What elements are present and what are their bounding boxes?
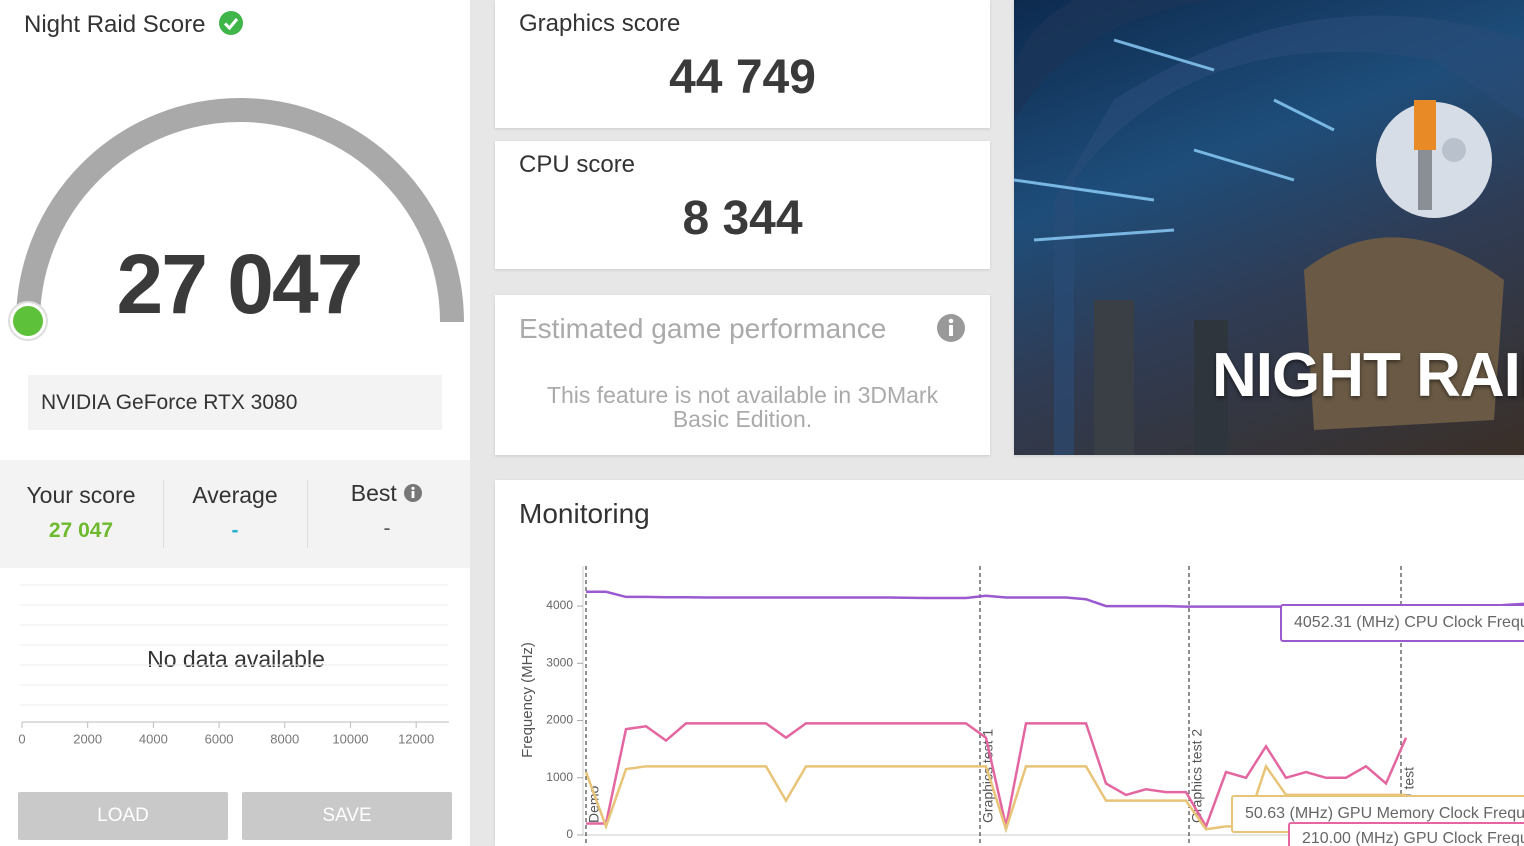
marker-label: Graphics test 1 bbox=[980, 729, 996, 823]
series-line bbox=[584, 763, 1406, 834]
tooltip: 210.00 (MHz) GPU Clock Frequency bbox=[1288, 822, 1524, 846]
stat-best: Best - bbox=[312, 480, 462, 541]
score-panel: Night Raid Score 27 047 NVIDIA GeForce R… bbox=[0, 0, 470, 846]
total-score: 27 047 bbox=[116, 237, 364, 331]
banner-art bbox=[1014, 0, 1524, 455]
banner-title: NIGHT RAID bbox=[1212, 341, 1524, 410]
x-tick-label: 0 bbox=[18, 731, 25, 746]
x-tick-label: 12000 bbox=[398, 731, 434, 746]
tooltip: 4052.31 (MHz) CPU Clock Frequency bbox=[1280, 604, 1524, 642]
info-icon[interactable] bbox=[936, 313, 966, 343]
distribution-chart: No data available 0 2000 4000 6000 8000 10000… bbox=[18, 584, 449, 746]
score-title: Night Raid Score bbox=[24, 10, 244, 39]
estimated-title: Estimated game performance bbox=[519, 313, 887, 344]
x-tick-label: 4000 bbox=[139, 731, 168, 746]
monitoring-title: Monitoring bbox=[519, 498, 650, 529]
card-value: 44 749 bbox=[669, 51, 816, 104]
stat-value: 27 047 bbox=[48, 519, 114, 542]
stat-label: Best bbox=[312, 480, 462, 507]
y-tick-label: 3000 bbox=[546, 655, 573, 669]
card-value: 8 344 bbox=[682, 192, 803, 245]
score-title-text: Night Raid Score bbox=[24, 11, 206, 38]
gauge-dot bbox=[13, 306, 43, 336]
banner: NIGHT RAID bbox=[1014, 0, 1524, 455]
x-tick-label: 6000 bbox=[205, 731, 234, 746]
y-tick-label: 4000 bbox=[546, 598, 573, 612]
stat-value: - bbox=[231, 519, 239, 542]
cpu-score-card: CPU score 8 344 bbox=[495, 141, 990, 269]
stat-label-text: Best bbox=[350, 480, 397, 506]
card-label: CPU score bbox=[519, 151, 636, 178]
gauge bbox=[8, 98, 464, 341]
estimated-card: Estimated game performance This feature … bbox=[495, 295, 990, 455]
save-button[interactable]: SAVE bbox=[242, 792, 452, 840]
monitoring-chart: Frequency (MHz) 0 1000 2000 3000 4000 Demo Gra… bbox=[519, 566, 1524, 846]
score-stats: Your score 27 047 Average - Best - bbox=[0, 460, 470, 568]
gpu-name: NVIDIA GeForce RTX 3080 bbox=[28, 375, 442, 430]
check-icon bbox=[219, 11, 244, 35]
series-line bbox=[586, 722, 1408, 830]
stat-value: - bbox=[383, 517, 391, 540]
info-icon[interactable] bbox=[403, 483, 423, 503]
x-tick-label: 8000 bbox=[270, 731, 299, 746]
load-button[interactable]: LOAD bbox=[18, 792, 228, 840]
card-label: Graphics score bbox=[519, 10, 681, 37]
marker-label: Demo bbox=[586, 785, 602, 823]
monitoring-card: Monitoring Frequency (MHz) 0 1000 2000 3000… bbox=[495, 480, 1524, 846]
stat-label: Average bbox=[192, 482, 278, 508]
graphics-score-card: Graphics score 44 749 bbox=[495, 0, 990, 128]
y-tick-label: 1000 bbox=[546, 770, 573, 784]
marker-label: Graphics test 2 bbox=[1189, 729, 1205, 823]
y-tick-label: 2000 bbox=[546, 713, 573, 727]
gauge-arc bbox=[16, 98, 464, 323]
stat-label: Your score bbox=[26, 482, 136, 508]
stat-average: Average - bbox=[160, 482, 310, 543]
x-tick-label: 2000 bbox=[73, 731, 102, 746]
y-axis-label: Frequency (MHz) bbox=[519, 642, 536, 758]
y-tick-label: 0 bbox=[566, 827, 573, 841]
stat-your: Your score 27 047 bbox=[6, 482, 156, 543]
estimated-message: This feature is not available in 3DMark … bbox=[546, 382, 939, 432]
x-tick-label: 10000 bbox=[332, 731, 368, 746]
no-data-message: No data available bbox=[147, 646, 325, 672]
